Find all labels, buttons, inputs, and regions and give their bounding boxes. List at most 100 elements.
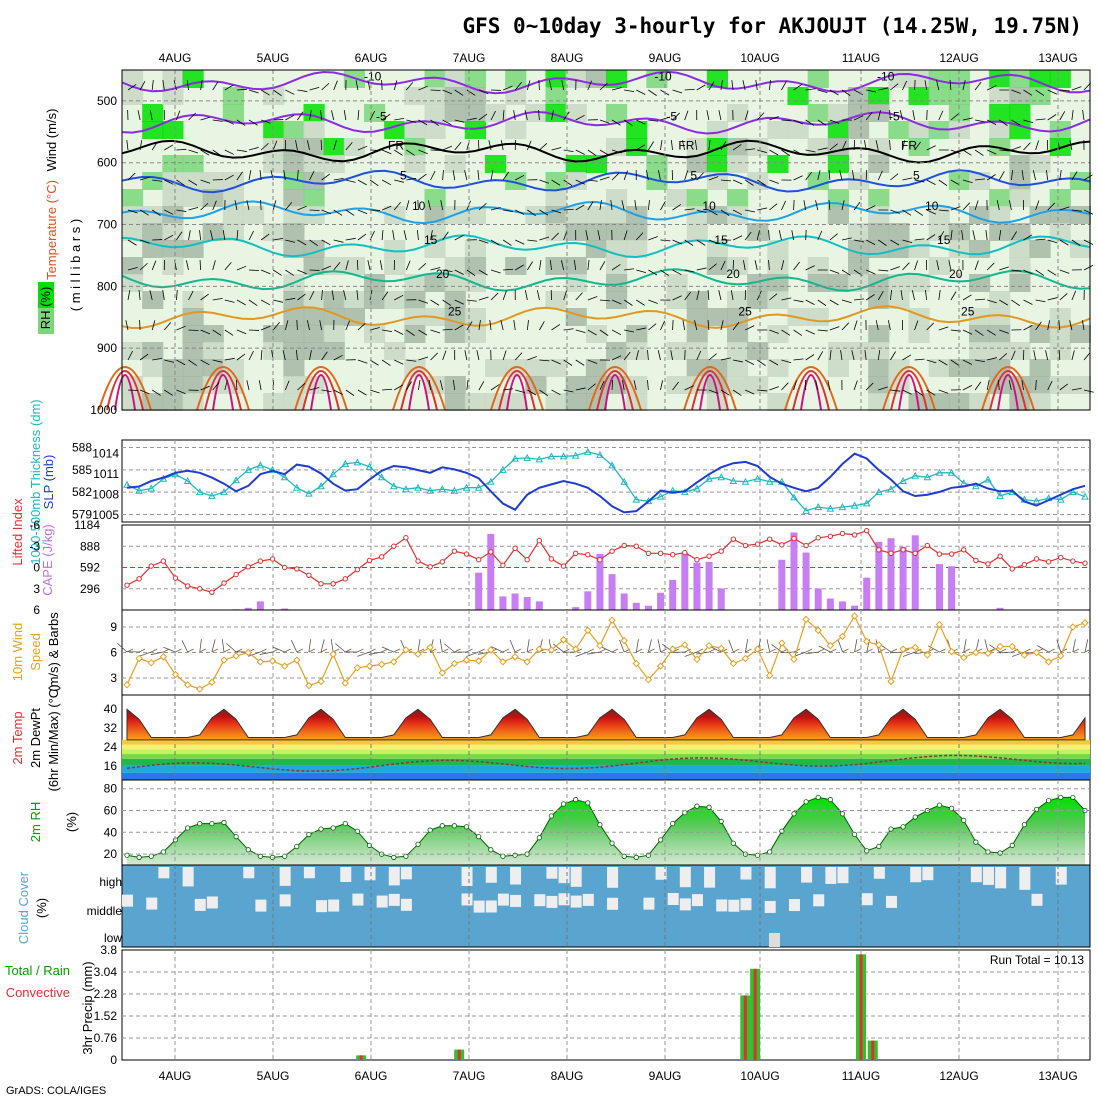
- wind-barb: [657, 170, 661, 181]
- y-tick-label: 888: [80, 539, 100, 553]
- wind-barb: [681, 140, 686, 151]
- wind-barb: [405, 200, 410, 211]
- wind-barb: [985, 230, 988, 241]
- wind-barb: [272, 140, 278, 151]
- wind-barb: [599, 329, 609, 336]
- wind-barb: [877, 110, 881, 121]
- wind-speed-point: [183, 681, 192, 689]
- wind-barb: [950, 113, 959, 121]
- wind-barb: [272, 269, 282, 276]
- rh-point: [754, 852, 761, 858]
- wind-barb: [837, 639, 843, 653]
- wind-barb: [853, 380, 858, 391]
- wind-barb: [125, 320, 129, 331]
- wind-barb: [781, 149, 790, 156]
- wind-barb: [1011, 146, 1021, 151]
- wind-barb: [430, 89, 441, 91]
- rh-cell: [525, 359, 547, 377]
- warm-contour: [294, 366, 348, 411]
- y-tick-label: 1008: [92, 488, 119, 502]
- wind-barb: [226, 643, 237, 653]
- cloud-cell: [534, 894, 546, 907]
- rh-cell: [122, 206, 144, 224]
- wind-barb: [272, 648, 279, 653]
- thickness-point: [1069, 488, 1077, 496]
- wind-barb: [1011, 299, 1020, 306]
- wind-barb: [224, 174, 234, 181]
- wind-barb: [236, 119, 246, 126]
- chart-title: GFS 0~10day 3-hourly for AKJOUJT (14.25W…: [462, 14, 1082, 38]
- rh-cell: [343, 138, 365, 156]
- wind-barb: [793, 380, 797, 391]
- wind-barb: [633, 380, 637, 391]
- cape-bar: [996, 607, 1004, 610]
- lifted-index-point: [257, 558, 264, 564]
- wind-barb: [1081, 320, 1085, 331]
- wind-barb: [936, 80, 940, 91]
- wind-barb: [744, 231, 752, 241]
- wind-barb: [962, 385, 973, 391]
- wind-barb: [369, 179, 379, 186]
- wind-barb: [1071, 387, 1082, 391]
- rh-cell: [606, 342, 628, 360]
- rh-point: [451, 823, 458, 829]
- cloud-cell: [388, 867, 400, 886]
- wind-barb: [297, 205, 307, 211]
- wind-barb: [405, 381, 412, 391]
- wind-barb: [707, 290, 710, 301]
- wind-barb: [720, 389, 730, 396]
- wind-barb: [405, 260, 411, 271]
- rh-cell: [565, 172, 587, 190]
- rh-point: [864, 848, 870, 854]
- contour-label: 20: [436, 267, 450, 281]
- rh-cell: [807, 308, 829, 326]
- thickness-point: [535, 455, 544, 463]
- wind-speed-point: [947, 647, 956, 656]
- wind-barb: [1023, 269, 1033, 275]
- thickness-point: [923, 473, 932, 481]
- y-tick-label: 585: [72, 463, 92, 477]
- rh-cell: [827, 359, 849, 377]
- rh-cell: [626, 342, 648, 360]
- wind-barb: [647, 350, 649, 361]
- wind-barb: [840, 350, 843, 361]
- rh-cell: [162, 393, 184, 411]
- wind-barb: [720, 141, 727, 151]
- wind-barb: [139, 319, 141, 331]
- wind-barb: [417, 199, 419, 211]
- wind-barb: [369, 110, 375, 121]
- wind-barb: [538, 110, 540, 121]
- wind-barb: [503, 388, 514, 391]
- rh-cell: [565, 104, 587, 122]
- wind-barb: [333, 239, 344, 243]
- wind-barb: [611, 172, 620, 181]
- rh-cell: [303, 291, 325, 309]
- wind-barb: [575, 114, 585, 121]
- thickness-point: [365, 462, 374, 470]
- wind-barb: [333, 262, 341, 271]
- contour-label: 5: [690, 168, 697, 182]
- thickness-point: [741, 477, 750, 485]
- wind-barb: [730, 290, 734, 301]
- rh-cell: [686, 325, 708, 343]
- rh-point: [209, 820, 215, 827]
- thickness-point: [996, 491, 1004, 499]
- rh-cell: [364, 104, 386, 122]
- wind-barb: [961, 230, 964, 241]
- wind-barb: [234, 200, 238, 211]
- wind-barb: [176, 389, 186, 395]
- wind-barb: [333, 209, 343, 216]
- cloud-cell: [194, 898, 206, 911]
- contour-label: -5: [889, 110, 900, 124]
- thickness-point: [341, 459, 350, 467]
- rh-cell: [908, 138, 930, 156]
- wind-barb: [803, 200, 807, 211]
- wind-barb: [357, 145, 368, 151]
- wind-barb: [660, 116, 671, 121]
- wind-barb: [890, 651, 904, 654]
- wind-barb: [224, 299, 235, 303]
- rh-cell: [1009, 121, 1031, 139]
- wind-barb: [549, 260, 552, 271]
- wind-barb: [600, 646, 613, 653]
- cloud-cell: [316, 900, 328, 913]
